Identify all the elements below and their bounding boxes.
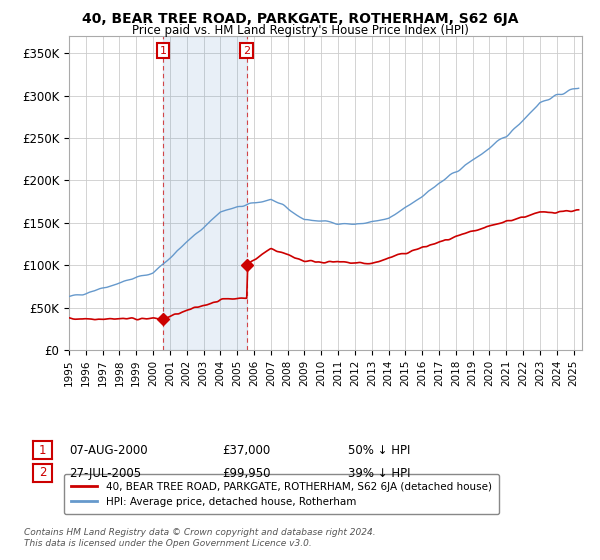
Text: 2: 2 [243, 45, 250, 55]
Text: 1: 1 [39, 444, 46, 457]
Text: 1: 1 [160, 45, 167, 55]
Bar [163, 36, 247, 350]
Text: 39% ↓ HPI: 39% ↓ HPI [348, 466, 410, 480]
Text: 40, BEAR TREE ROAD, PARKGATE, ROTHERHAM, S62 6JA: 40, BEAR TREE ROAD, PARKGATE, ROTHERHAM,… [82, 12, 518, 26]
Legend: 40, BEAR TREE ROAD, PARKGATE, ROTHERHAM, S62 6JA (detached house), HPI: Average : 40, BEAR TREE ROAD, PARKGATE, ROTHERHAM,… [64, 474, 499, 514]
Text: 07-AUG-2000: 07-AUG-2000 [69, 444, 148, 458]
Text: £37,000: £37,000 [222, 444, 270, 458]
Text: 50% ↓ HPI: 50% ↓ HPI [348, 444, 410, 458]
Text: £99,950: £99,950 [222, 466, 271, 480]
Text: Price paid vs. HM Land Registry's House Price Index (HPI): Price paid vs. HM Land Registry's House … [131, 24, 469, 37]
Text: Contains HM Land Registry data © Crown copyright and database right 2024.
This d: Contains HM Land Registry data © Crown c… [24, 528, 376, 548]
Text: 27-JUL-2005: 27-JUL-2005 [69, 466, 141, 480]
Text: 2: 2 [39, 466, 46, 479]
